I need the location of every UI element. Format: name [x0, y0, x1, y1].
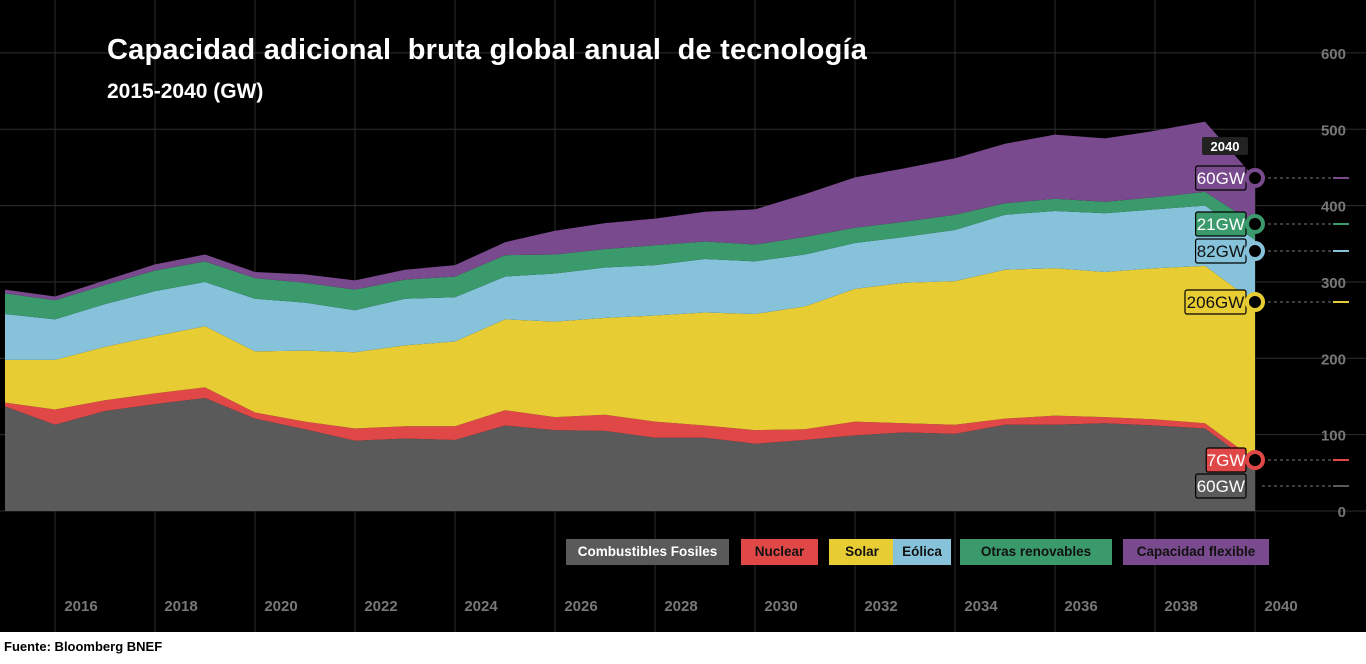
area-solar [5, 265, 1255, 460]
year-flag: 2040 [1202, 137, 1248, 155]
end-label-fossil: 60GW [1194, 473, 1349, 499]
y-tick-label: 500 [1321, 122, 1346, 139]
axis-labels: 0 100 200 300 400 500 600 2016 2018 2020 2022 2024 2… [64, 46, 1346, 615]
y-tick-label: 400 [1321, 199, 1346, 216]
x-tick-label: 2036 [1064, 598, 1097, 615]
area-otras-renovables [5, 191, 1255, 320]
legend-item-solar: Solar [829, 539, 895, 565]
area-capacidad-flexible [5, 121, 1255, 301]
y-tick-label: 600 [1321, 46, 1346, 63]
x-tick-label: 2030 [764, 598, 797, 615]
chart-title: Capacidad adicional bruta global anual d… [107, 34, 868, 66]
area-series [5, 121, 1255, 511]
x-tick-label: 2020 [264, 598, 297, 615]
end-label-nuclear: 7GW [1205, 447, 1349, 473]
x-tick-label: 2028 [664, 598, 697, 615]
chart-subtitle: 2015-2040 (GW) [107, 80, 264, 103]
end-label-other_renewables: 21GW [1194, 211, 1349, 237]
x-tick-label: 2024 [464, 598, 498, 615]
y-tick-label: 100 [1321, 428, 1346, 445]
y-tick-label: 200 [1321, 351, 1346, 368]
end-markers: 60GW 21GW 82GW 206GW 7GW 60GW 2040 [1184, 137, 1349, 499]
x-tick-label: 2038 [1164, 598, 1197, 615]
legend-item-e-lica: Eólica [893, 539, 951, 565]
stacked-area-chart: 60GW 21GW 82GW 206GW 7GW 60GW 2040 0 100 200 300 4… [0, 0, 1366, 632]
end-marker [1245, 292, 1265, 312]
end-label-text: 60GW [1197, 477, 1245, 496]
x-tick-label: 2016 [64, 598, 97, 615]
end-label-text: 82GW [1197, 242, 1245, 261]
y-tick-label: 0 [1338, 504, 1346, 521]
end-marker [1245, 168, 1265, 188]
end-label-box [1194, 473, 1247, 499]
x-tick-label: 2026 [564, 598, 597, 615]
end-label-text: 21GW [1197, 215, 1245, 234]
end-label-wind: 82GW [1194, 238, 1349, 264]
area-combustibles-fosiles [5, 398, 1255, 511]
end-label-text: 206GW [1187, 293, 1245, 312]
source-bar: Fuente: Bloomberg BNEF [0, 632, 1366, 664]
year-flag-text: 2040 [1211, 139, 1240, 154]
end-label-text: 7GW [1207, 451, 1246, 470]
legend-item-combustibles-fosiles: Combustibles Fosiles [566, 539, 729, 565]
year-flag-box [1202, 137, 1248, 155]
end-label-text: 60GW [1197, 169, 1245, 188]
y-tick-label: 300 [1321, 275, 1346, 292]
end-label-solar: 206GW [1184, 289, 1349, 315]
x-tick-label: 2040 [1264, 598, 1297, 615]
area-e-lica [5, 205, 1255, 360]
legend-item-otras-renovables: Otras renovables [960, 539, 1112, 565]
x-tick-label: 2032 [864, 598, 897, 615]
x-tick-label: 2022 [364, 598, 397, 615]
x-tick-label: 2034 [964, 598, 998, 615]
end-marker [1245, 214, 1265, 234]
legend-item-nuclear: Nuclear [741, 539, 818, 565]
source-note: Fuente: Bloomberg BNEF [4, 639, 163, 654]
x-tick-label: 2018 [164, 598, 197, 615]
end-marker [1245, 450, 1265, 470]
end-label-flexible: 60GW [1194, 165, 1349, 191]
area-nuclear [5, 387, 1255, 466]
legend-item-capacidad-flexible: Capacidad flexible [1123, 539, 1269, 565]
end-marker [1245, 241, 1265, 261]
